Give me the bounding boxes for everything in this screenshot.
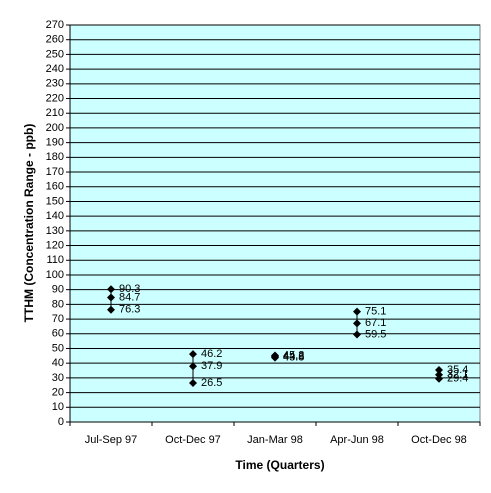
y-tick-label: 260	[46, 34, 64, 46]
data-label: 35.4	[447, 364, 468, 376]
data-label: 43.8	[283, 352, 304, 364]
y-tick-label: 100	[46, 269, 64, 281]
data-label: 76.3	[119, 304, 140, 316]
x-tick-label: Oct-Dec 97	[165, 434, 221, 446]
y-tick-label: 30	[52, 372, 64, 384]
y-tick-label: 60	[52, 328, 64, 340]
x-tick-label: Oct-Dec 98	[411, 434, 467, 446]
y-tick-label: 230	[46, 78, 64, 90]
y-tick-label: 240	[46, 63, 64, 75]
marker	[353, 319, 361, 328]
x-tick-label: Apr-Jun 98	[330, 434, 384, 446]
y-tick-label: 80	[52, 298, 64, 310]
y-tick-label: 190	[46, 137, 64, 149]
y-tick-label: 40	[52, 357, 64, 369]
marker	[435, 365, 443, 374]
data-label: 90.3	[119, 283, 140, 295]
y-tick-label: 200	[46, 122, 64, 134]
marker	[271, 353, 279, 362]
y-tick-label: 0	[58, 416, 64, 428]
y-tick-label: 150	[46, 195, 64, 207]
marker	[189, 362, 197, 371]
y-tick-label: 220	[46, 92, 64, 104]
data-label: 84.7	[119, 291, 140, 303]
marker	[435, 374, 443, 383]
y-tick-label: 120	[46, 239, 64, 251]
data-label: 59.5	[365, 328, 386, 340]
y-tick-label: 210	[46, 107, 64, 119]
y-tick-label: 110	[46, 254, 64, 266]
data-label: 75.1	[365, 305, 386, 317]
y-tick-label: 180	[46, 151, 64, 163]
y-tick-label: 130	[46, 225, 64, 237]
marker	[353, 307, 361, 316]
y-tick-label: 250	[46, 48, 64, 60]
data-label: 44.6	[283, 350, 304, 362]
data-label: 45.2	[283, 349, 304, 361]
marker	[189, 379, 197, 388]
data-label: 46.2	[201, 348, 222, 360]
x-axis-title: Time (Quarters)	[235, 458, 324, 472]
y-tick-label: 90	[52, 284, 64, 296]
y-tick-label: 270	[46, 19, 64, 31]
marker	[353, 330, 361, 339]
x-tick-label: Jan-Mar 98	[247, 434, 303, 446]
marker	[189, 350, 197, 359]
y-tick-label: 160	[46, 181, 64, 193]
y-tick-label: 50	[52, 342, 64, 354]
marker	[107, 305, 115, 314]
y-tick-label: 170	[46, 166, 64, 178]
plot-area	[69, 24, 481, 423]
data-label: 26.5	[201, 377, 222, 389]
x-tick-label: Jul-Sep 97	[85, 434, 138, 446]
marker	[107, 285, 115, 294]
marker	[107, 293, 115, 302]
y-axis-title: TTHM (Concentration Range - ppb)	[22, 124, 36, 323]
y-tick-label: 70	[52, 313, 64, 325]
data-label: 67.1	[365, 317, 386, 329]
y-tick-label: 140	[46, 210, 64, 222]
y-tick-label: 20	[52, 386, 64, 398]
data-label: 37.9	[201, 360, 222, 372]
data-label: 29.4	[447, 373, 468, 385]
y-tick-label: 10	[52, 401, 64, 413]
data-label: 32.1	[447, 369, 468, 381]
